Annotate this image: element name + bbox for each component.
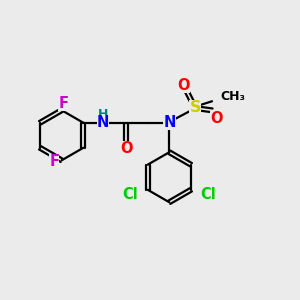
Text: N: N [97,115,109,130]
Text: F: F [49,154,59,169]
Text: Cl: Cl [122,187,138,202]
Text: N: N [163,115,176,130]
Text: H: H [98,108,108,121]
Text: S: S [190,100,201,115]
Text: Cl: Cl [200,187,216,202]
Text: O: O [120,141,132,156]
Text: O: O [211,111,223,126]
Text: F: F [58,96,68,111]
Text: CH₃: CH₃ [221,90,246,104]
Text: O: O [177,78,190,93]
